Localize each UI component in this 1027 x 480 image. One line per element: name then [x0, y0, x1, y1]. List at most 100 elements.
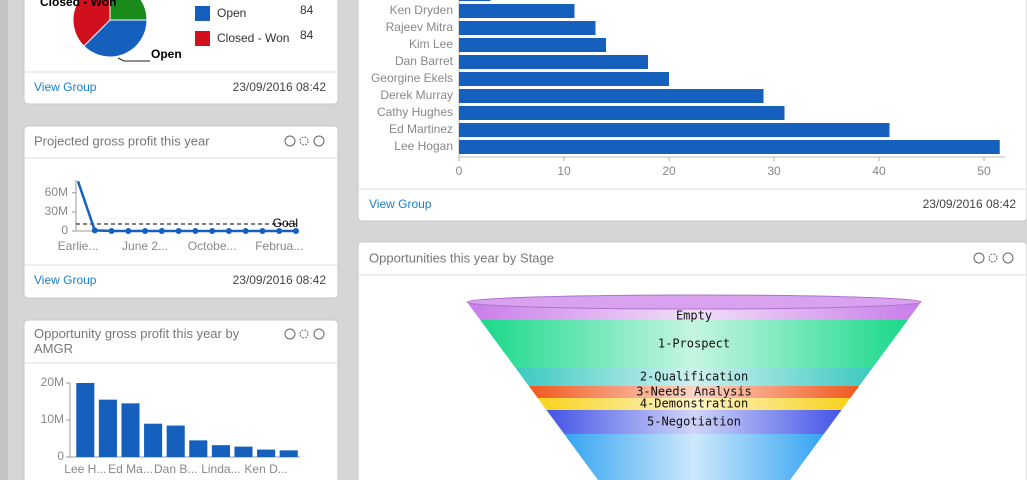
funnel-shine	[515, 368, 873, 386]
x-tick-label: 30	[767, 164, 781, 178]
x-tick-label: 50	[977, 164, 991, 178]
bar	[459, 72, 669, 86]
widget-icons	[284, 135, 1014, 340]
bar	[98, 399, 117, 457]
leader-line	[117, 57, 150, 62]
y-tick-label: Cathy Hughes	[377, 105, 453, 119]
funnel-shine	[480, 320, 908, 368]
bar	[459, 123, 890, 137]
close-icon[interactable]	[313, 328, 325, 340]
x-tick-label: Ken D...	[244, 462, 287, 476]
x-tick-label: Februa...	[255, 239, 303, 253]
widget-title: Projected gross profit this year	[34, 133, 210, 148]
view-group-link[interactable]: View Group	[34, 80, 97, 94]
point	[142, 228, 149, 234]
point	[293, 228, 299, 234]
point	[158, 228, 165, 234]
bar	[257, 449, 276, 457]
x-tick-label: Dan B...	[154, 462, 197, 476]
y-tick-label: Ed Martinez	[389, 122, 453, 136]
point	[108, 228, 115, 234]
collapse-icon[interactable]	[973, 252, 985, 264]
timestamp: 23/09/2016 08:42	[233, 273, 327, 287]
panel	[23, 125, 339, 299]
view-group-link[interactable]: View Group	[34, 273, 97, 287]
settings-icon[interactable]	[299, 329, 309, 339]
point	[192, 228, 199, 234]
bar	[166, 425, 185, 457]
legend-label: Closed - Won	[217, 31, 289, 45]
point	[276, 228, 283, 234]
funnel-label: 1-Prospect	[658, 337, 730, 351]
funnel-label: Empty	[676, 309, 712, 323]
widget-title: Opportunity gross profit this year by AM…	[34, 326, 243, 356]
point	[91, 227, 98, 234]
bar	[144, 423, 163, 457]
bar	[121, 403, 140, 457]
gutter	[0, 0, 8, 480]
bar	[459, 21, 596, 35]
settings-icon[interactable]	[988, 253, 998, 263]
view-group-link[interactable]: View Group	[369, 197, 432, 211]
legend-swatch	[195, 6, 210, 21]
x-tick-label: 20	[662, 164, 676, 178]
bar	[459, 4, 575, 18]
funnel-shine	[528, 386, 860, 398]
collapse-icon[interactable]	[284, 328, 296, 340]
bar	[234, 446, 253, 457]
x-tick-label: Ed Ma...	[108, 462, 153, 476]
x-tick-label: June 2...	[122, 239, 168, 253]
bar	[459, 140, 1000, 154]
legend-label: Open	[217, 6, 246, 20]
slice-label: Closed - Won	[40, 0, 116, 9]
funnel-shine	[537, 398, 851, 410]
point	[225, 228, 232, 234]
bar	[459, 38, 606, 52]
legend-value: 84	[300, 28, 314, 42]
y-tick-label: Georgine Ekels	[371, 71, 453, 85]
collapse-icon[interactable]	[284, 135, 296, 147]
bar	[279, 450, 298, 457]
bar	[211, 445, 230, 457]
funnel-label: 2-Qualification	[640, 370, 748, 384]
point	[125, 228, 132, 234]
y-tick-label: 30M	[45, 204, 68, 218]
legend-swatch	[195, 31, 210, 46]
x-tick-label: 0	[456, 164, 463, 178]
goal-label: Goal	[273, 216, 298, 230]
timestamp: 23/09/2016 08:42	[233, 80, 327, 94]
x-tick-label: Earlie...	[58, 239, 99, 253]
bar	[459, 55, 648, 69]
y-tick-label: Ken Dryden	[390, 3, 453, 17]
y-tick-label: Kim Lee	[409, 37, 453, 51]
y-tick-label: 0	[61, 223, 68, 237]
y-tick-label: 10M	[41, 412, 64, 426]
x-tick-label: Linda...	[201, 462, 240, 476]
close-icon[interactable]	[1002, 252, 1014, 264]
point	[242, 228, 249, 234]
y-tick-label: 0	[57, 449, 64, 463]
point	[259, 228, 266, 234]
funnel-label: 4-Demonstration	[640, 397, 748, 411]
bar	[459, 106, 785, 120]
y-tick-label: 20M	[41, 375, 64, 389]
bar	[459, 89, 764, 103]
pie-slice	[109, 0, 148, 21]
bar	[189, 440, 208, 457]
close-icon[interactable]	[313, 135, 325, 147]
y-tick-label: Derek Murray	[380, 88, 453, 102]
slice-label: Open	[151, 47, 182, 61]
settings-icon[interactable]	[299, 136, 309, 146]
pie-slice	[83, 19, 148, 58]
y-tick-label: 60M	[45, 185, 68, 199]
y-tick-label: Rajeev Mitra	[386, 20, 454, 34]
point	[175, 228, 182, 234]
x-tick-label: Octobe...	[188, 239, 237, 253]
x-tick-label: 10	[557, 164, 571, 178]
funnel-label: 3-Needs Analysis	[636, 385, 752, 399]
timestamp: 23/09/2016 08:42	[923, 197, 1017, 211]
widget-title: Opportunities this year by Stage	[369, 250, 554, 265]
x-tick-label: 40	[872, 164, 886, 178]
